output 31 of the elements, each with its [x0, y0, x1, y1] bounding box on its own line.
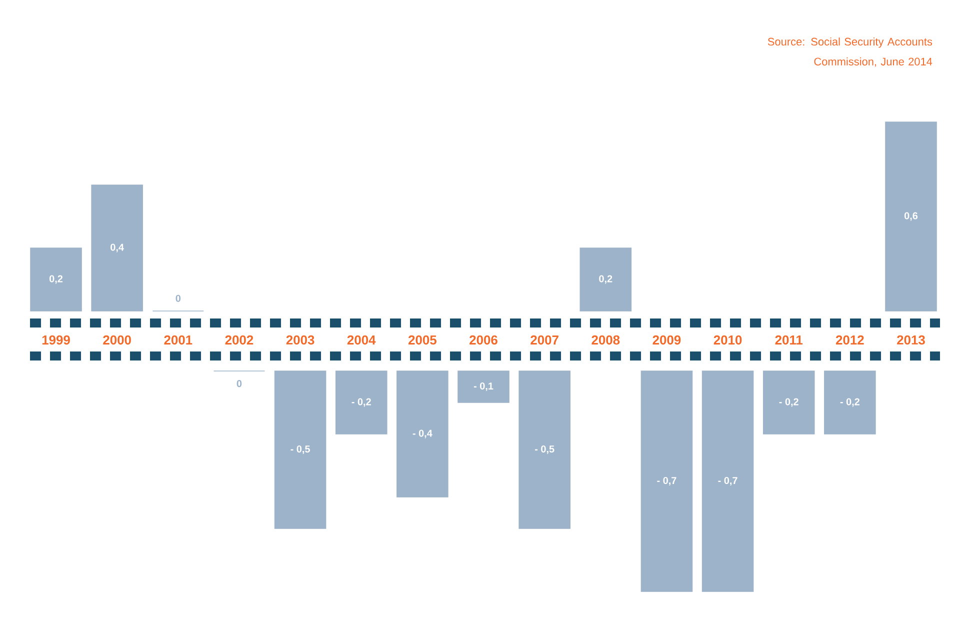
- x-tick-label: 2013: [897, 335, 925, 345]
- x-tick-label: 2002: [225, 335, 254, 345]
- x-tick-label: 2007: [530, 335, 558, 345]
- x-tick-label: 2010: [714, 335, 742, 345]
- data-label: - 0,5: [290, 445, 310, 454]
- data-label: - 0,1: [474, 382, 494, 391]
- data-label: - 0,2: [779, 398, 798, 407]
- x-tick-label: 2003: [286, 335, 314, 345]
- x-tick-label: 2008: [592, 335, 620, 345]
- data-label: - 0,4: [412, 430, 432, 438]
- data-label: - 0,2: [352, 398, 371, 407]
- x-tick-label: 2004: [347, 335, 376, 345]
- x-tick-label: 2011: [775, 335, 803, 345]
- x-tick-label: 2009: [652, 335, 681, 345]
- data-label: 0,2: [599, 275, 612, 284]
- x-tick-label: 2006: [470, 335, 498, 345]
- x-tick-label: 2001: [164, 335, 192, 345]
- source-note: Source: Social Security Accounts Commission, June 2014: [768, 38, 932, 67]
- data-label: - 0,7: [657, 476, 676, 486]
- data-label: 0: [176, 294, 181, 302]
- data-label: - 0,7: [718, 476, 738, 486]
- x-tick-label: 1999: [42, 335, 70, 345]
- x-tick-label: 2012: [836, 335, 864, 345]
- data-label: - 0,2: [840, 398, 860, 407]
- data-label: 0: [236, 380, 242, 388]
- data-label: 0,4: [110, 244, 124, 252]
- x-tick-label: 2000: [103, 335, 131, 345]
- data-label: 0,6: [904, 212, 918, 221]
- data-label: - 0,5: [534, 445, 554, 454]
- data-label: 0,2: [49, 275, 63, 284]
- x-tick-label: 2005: [408, 335, 436, 345]
